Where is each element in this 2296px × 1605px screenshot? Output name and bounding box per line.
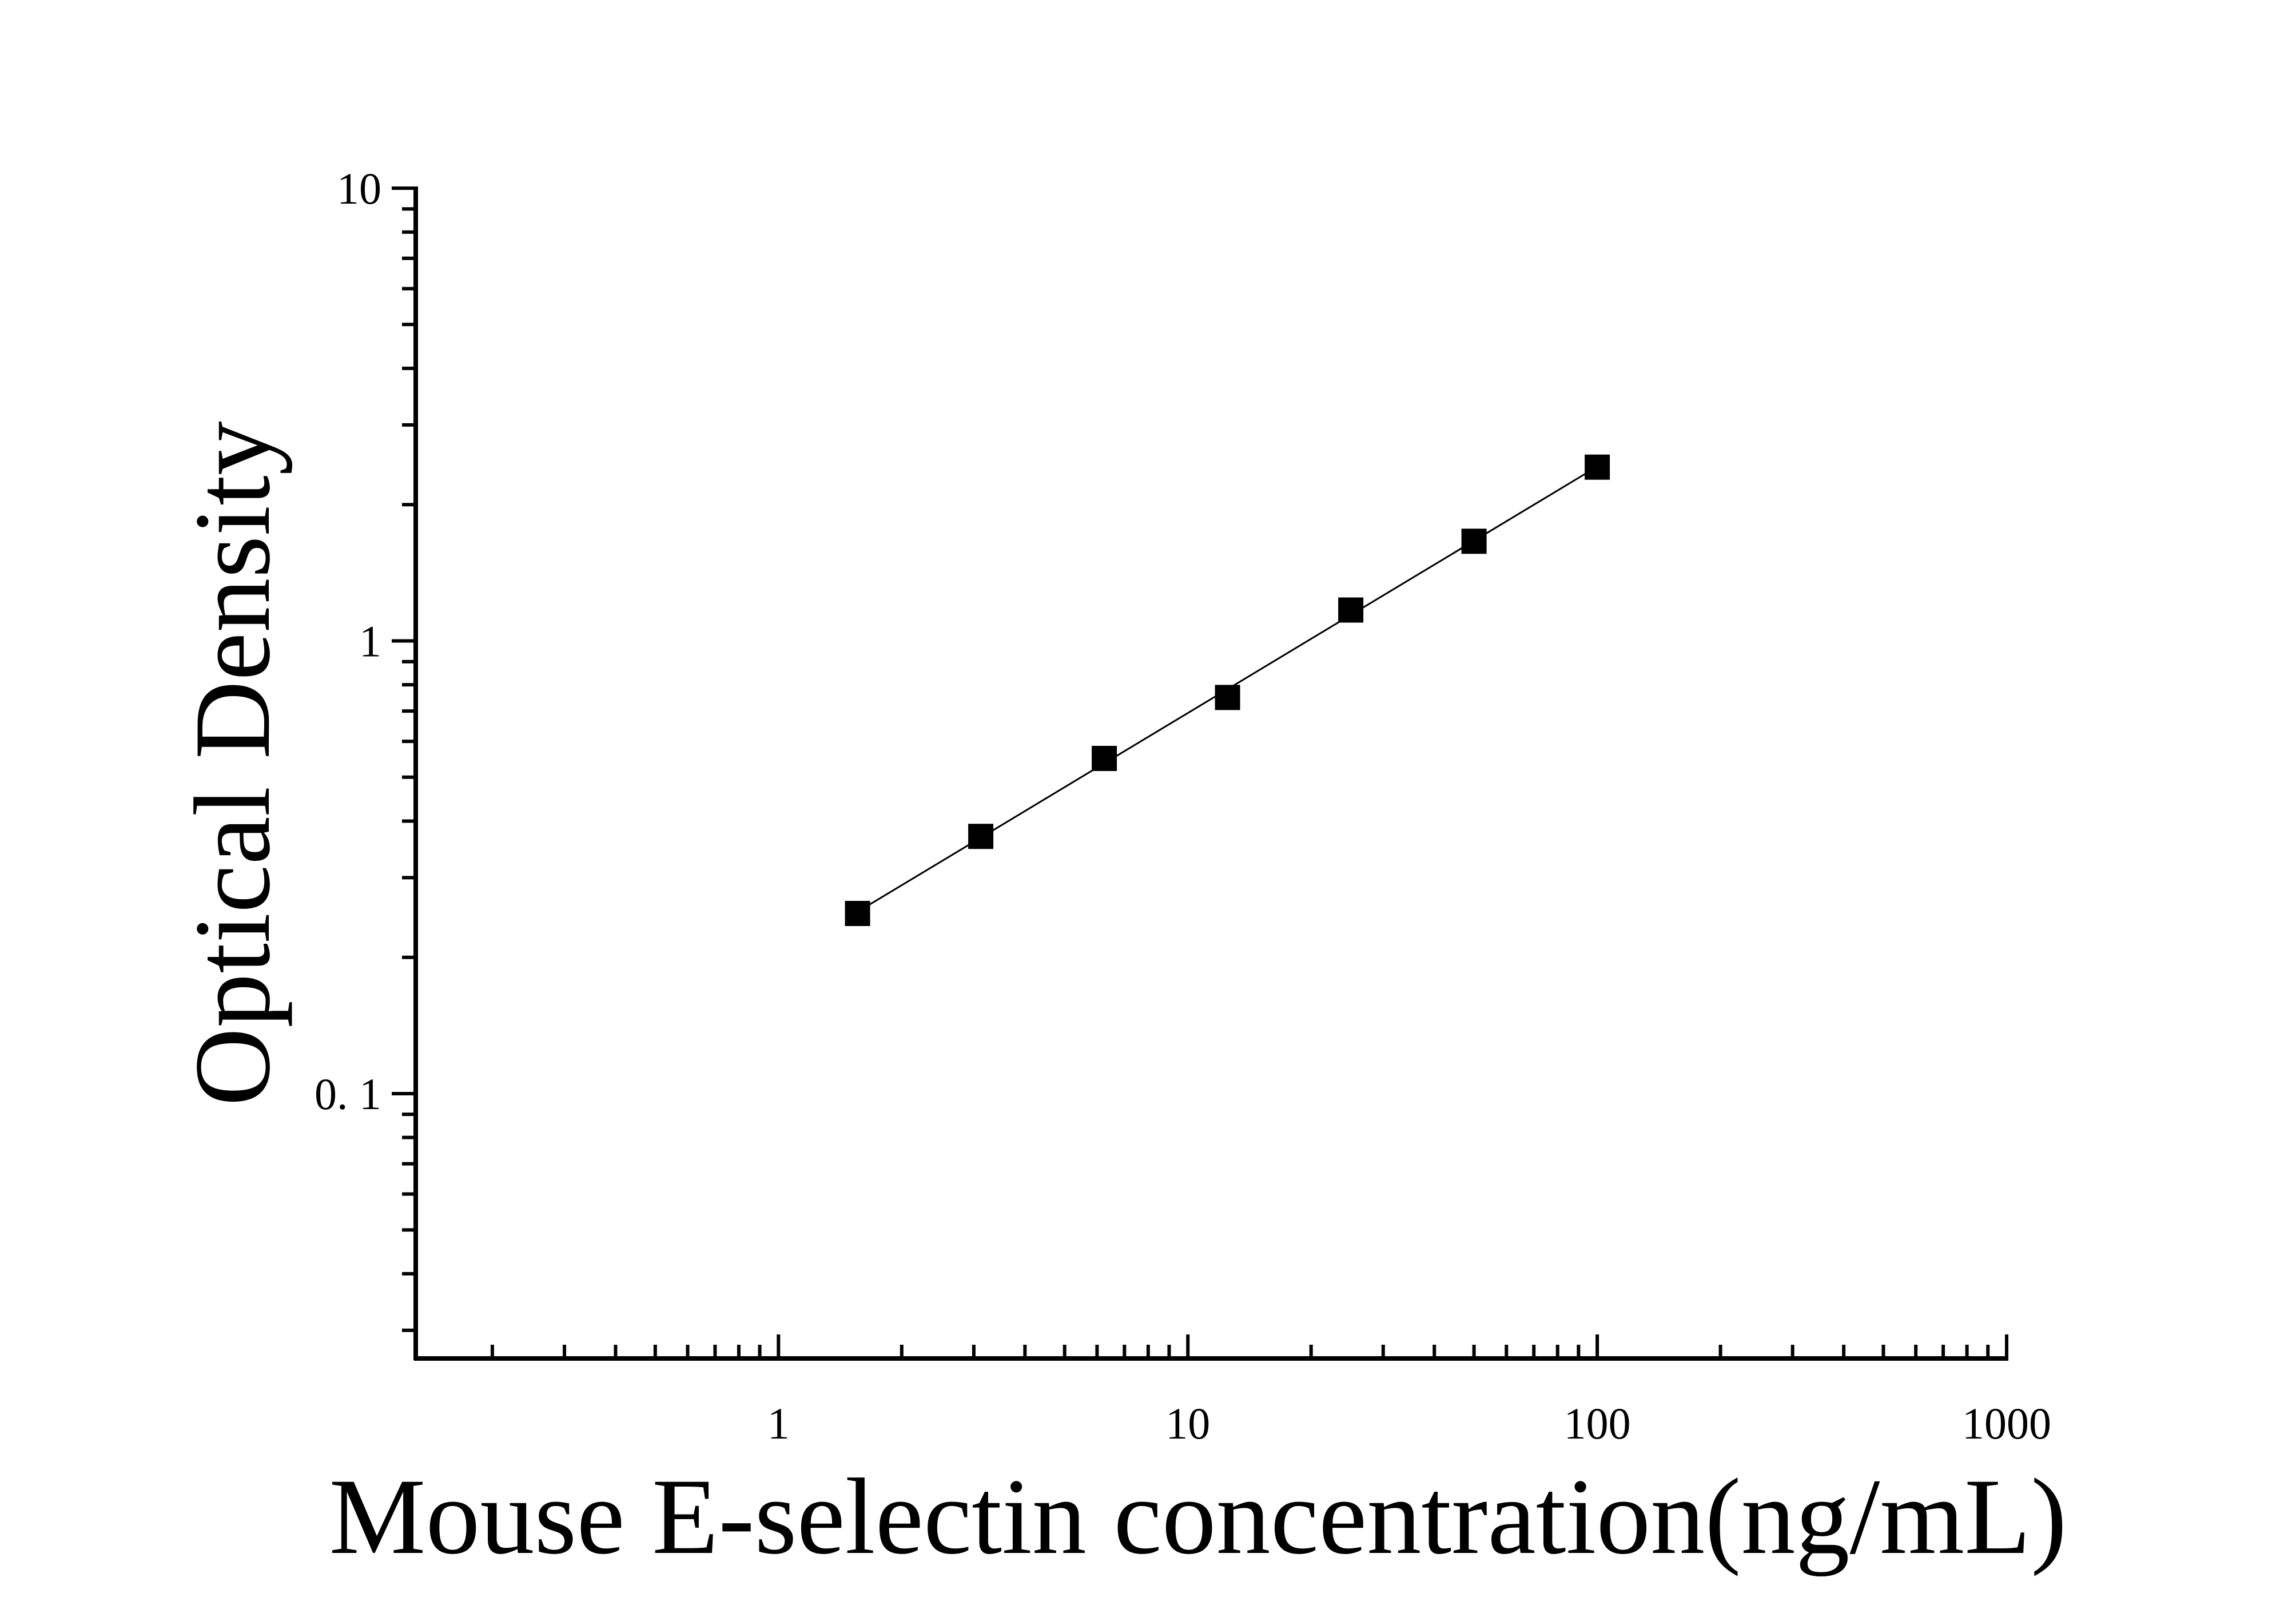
data-points bbox=[845, 454, 1610, 927]
x-tick-label: 10 bbox=[1165, 1399, 1210, 1448]
x-tick-label: 1 bbox=[767, 1399, 790, 1448]
x-tick-label: 1000 bbox=[1962, 1399, 2051, 1448]
data-point bbox=[1338, 597, 1364, 623]
data-point bbox=[968, 824, 994, 849]
ticks: 1 10 100 1000 0. 1 1 10 bbox=[315, 164, 2051, 1448]
data-point bbox=[1092, 745, 1117, 771]
x-tick-label: 100 bbox=[1564, 1399, 1631, 1448]
y-tick-label: 10 bbox=[337, 164, 381, 213]
data-point bbox=[1215, 685, 1240, 710]
y-tick-label: 0. 1 bbox=[315, 1069, 381, 1119]
data-point bbox=[845, 901, 870, 927]
axes bbox=[413, 186, 2008, 1361]
data-point bbox=[1461, 529, 1487, 554]
data-point bbox=[1585, 454, 1610, 480]
x-axis-title: Mouse E-selectin concentration(ng/mL) bbox=[329, 1457, 2067, 1577]
y-tick-label: 1 bbox=[359, 616, 381, 666]
y-axis-title: Optical Density bbox=[173, 421, 293, 1106]
